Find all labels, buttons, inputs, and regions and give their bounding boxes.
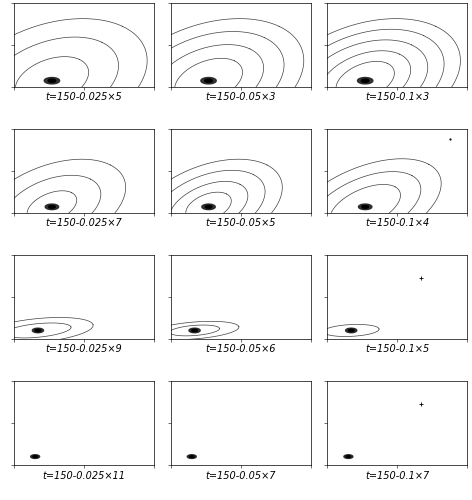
Polygon shape — [357, 78, 373, 84]
Polygon shape — [205, 206, 212, 208]
Polygon shape — [348, 330, 354, 332]
Polygon shape — [49, 206, 55, 208]
Polygon shape — [358, 204, 372, 210]
Polygon shape — [44, 78, 59, 84]
Polygon shape — [205, 79, 212, 82]
Polygon shape — [48, 79, 56, 82]
Polygon shape — [201, 78, 216, 84]
Polygon shape — [192, 330, 197, 332]
Polygon shape — [346, 328, 357, 332]
X-axis label: t=150-0.05×6: t=150-0.05×6 — [205, 344, 276, 354]
X-axis label: t=150-0.025×5: t=150-0.025×5 — [46, 92, 122, 102]
Polygon shape — [33, 456, 37, 458]
X-axis label: t=150-0.05×7: t=150-0.05×7 — [205, 470, 276, 480]
X-axis label: t=150-0.025×11: t=150-0.025×11 — [42, 470, 126, 480]
X-axis label: t=150-0.025×7: t=150-0.025×7 — [46, 218, 122, 228]
X-axis label: t=150-0.1×3: t=150-0.1×3 — [365, 92, 430, 102]
Polygon shape — [362, 79, 369, 82]
Polygon shape — [344, 454, 353, 458]
Polygon shape — [189, 328, 200, 332]
Polygon shape — [202, 204, 215, 210]
Polygon shape — [31, 454, 40, 458]
Polygon shape — [33, 328, 43, 332]
Polygon shape — [362, 206, 369, 208]
Polygon shape — [35, 330, 41, 332]
Polygon shape — [346, 456, 351, 458]
X-axis label: t=150-0.025×9: t=150-0.025×9 — [46, 344, 122, 354]
X-axis label: t=150-0.1×5: t=150-0.1×5 — [365, 344, 430, 354]
Polygon shape — [187, 454, 196, 458]
Polygon shape — [190, 456, 194, 458]
X-axis label: t=150-0.05×5: t=150-0.05×5 — [205, 218, 276, 228]
X-axis label: t=150-0.1×4: t=150-0.1×4 — [365, 218, 430, 228]
X-axis label: t=150-0.1×7: t=150-0.1×7 — [365, 470, 430, 480]
X-axis label: t=150-0.05×3: t=150-0.05×3 — [205, 92, 276, 102]
Polygon shape — [45, 204, 59, 210]
